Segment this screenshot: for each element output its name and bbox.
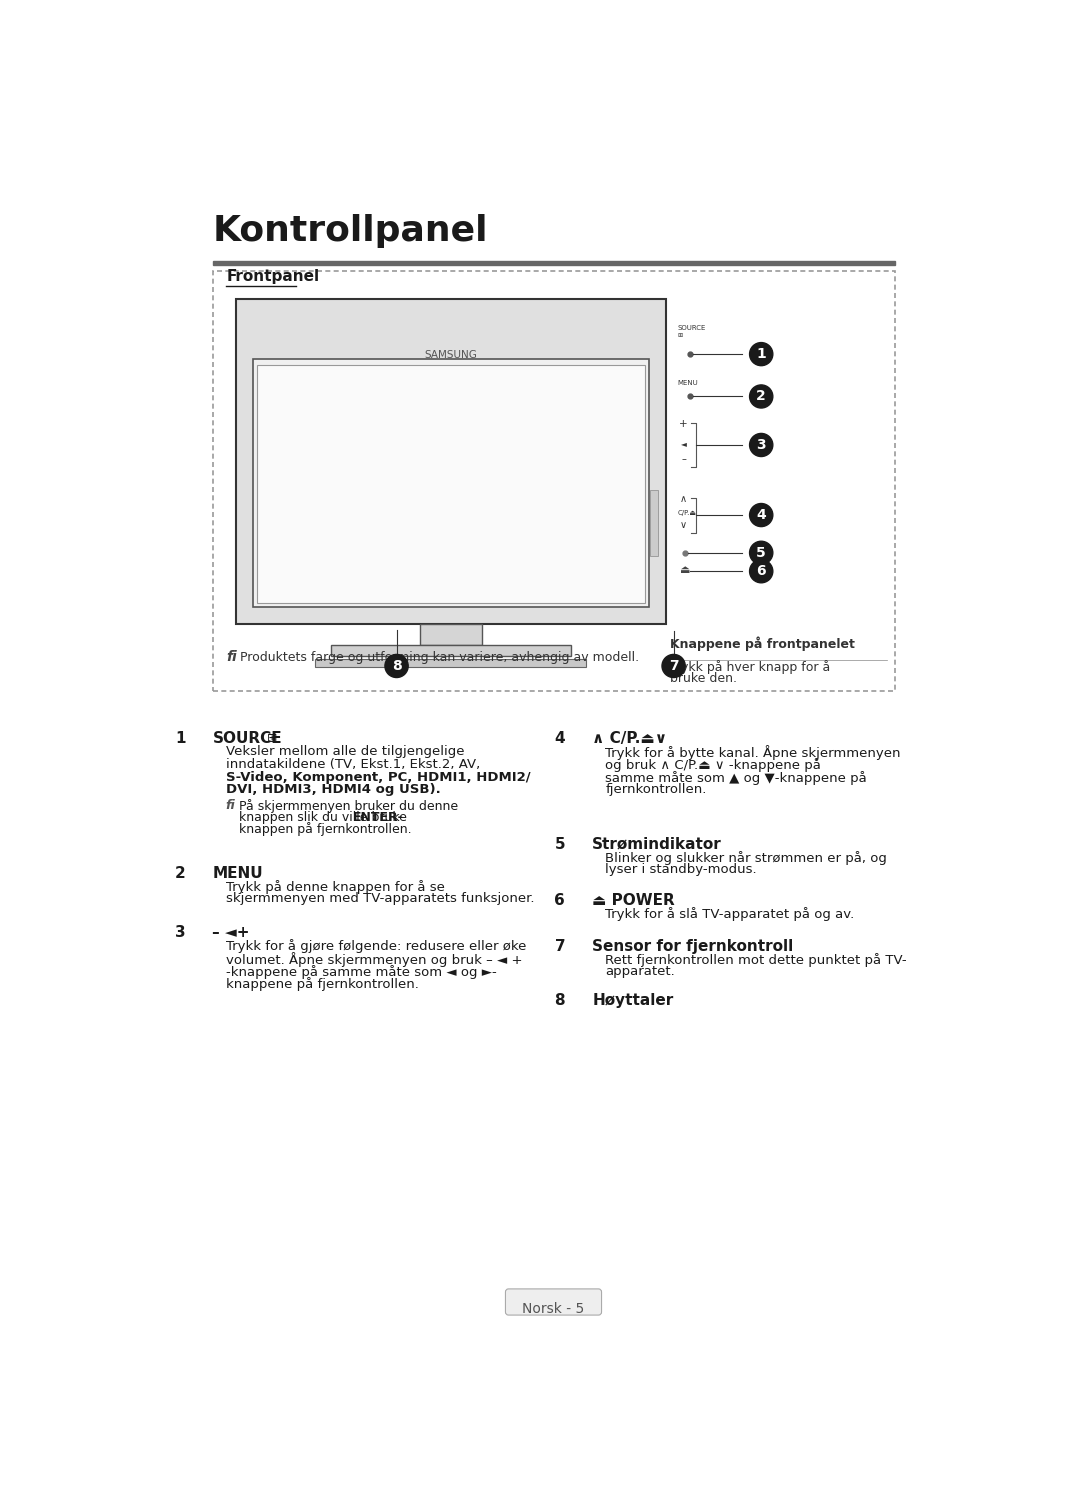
Text: SAMSUNG: SAMSUNG [424,350,477,360]
Text: ENTER-: ENTER- [353,811,404,824]
Text: 8: 8 [392,659,402,673]
Text: 4: 4 [554,732,565,747]
Bar [650,491,658,557]
Text: Norsk - 5: Norsk - 5 [523,1302,584,1315]
Circle shape [384,655,408,677]
Text: SOURCE: SOURCE [677,324,706,330]
Text: 2: 2 [756,390,766,403]
Circle shape [750,559,773,583]
Text: knappene på fjernkontrollen.: knappene på fjernkontrollen. [226,978,419,991]
Circle shape [750,433,773,457]
Text: Veksler mellom alle de tilgjengelige: Veksler mellom alle de tilgjengelige [226,745,464,759]
Text: og bruk ∧ C/P.⏏ ∨ -knappene på: og bruk ∧ C/P.⏏ ∨ -knappene på [606,757,821,772]
Text: På skjermmenyen bruker du denne: På skjermmenyen bruker du denne [239,799,458,812]
Bar [213,260,894,265]
Text: 2: 2 [175,866,186,881]
Text: Blinker og slukker når strømmen er på, og: Blinker og slukker når strømmen er på, o… [606,851,888,865]
Text: 8: 8 [554,992,565,1009]
Text: 3: 3 [756,437,766,452]
Text: Trykk på hver knapp for å: Trykk på hver knapp for å [670,661,831,674]
Text: +: + [679,420,688,429]
Bar [330,646,571,656]
Text: Produktets farge og utforming kan variere, avhengig av modell.: Produktets farge og utforming kan varier… [241,650,639,664]
Text: 4: 4 [756,507,766,522]
Text: volumet. Åpne skjermmenyen og bruk – ◄ +: volumet. Åpne skjermmenyen og bruk – ◄ + [226,952,522,967]
Text: DVI, HDMI3, HDMI4 og USB).: DVI, HDMI3, HDMI4 og USB). [226,783,441,796]
Text: ⏏: ⏏ [679,565,690,574]
Text: Trykk for å bytte kanal. Åpne skjermmenyen: Trykk for å bytte kanal. Åpne skjermmeny… [606,745,901,760]
Circle shape [750,542,773,564]
Text: apparatet.: apparatet. [606,966,675,979]
Text: -knappene på samme måte som ◄ og ►-: -knappene på samme måte som ◄ og ►- [226,964,497,979]
Text: –: – [681,454,686,464]
Text: ∧: ∧ [680,494,687,504]
Text: ⊞: ⊞ [267,732,278,745]
Text: fjernkontrollen.: fjernkontrollen. [606,783,706,796]
Text: ∨: ∨ [680,521,687,530]
Text: 5: 5 [554,836,565,853]
Text: 6: 6 [756,564,766,579]
Circle shape [662,655,685,677]
FancyBboxPatch shape [235,299,666,623]
Text: Kontrollpanel: Kontrollpanel [213,214,488,248]
Text: Trykk for å slå TV-apparatet på og av.: Trykk for å slå TV-apparatet på og av. [606,908,854,921]
Text: 7: 7 [554,939,565,954]
Text: inndatakildene (TV, Ekst.1, Ekst.2, AV,: inndatakildene (TV, Ekst.1, Ekst.2, AV, [226,757,480,771]
Text: fi: fi [227,650,238,664]
Text: Frontpanel: Frontpanel [227,269,320,284]
Text: 1: 1 [756,347,766,362]
Text: C/P.⏏: C/P.⏏ [677,510,697,516]
Text: knappen slik du ville bruke: knappen slik du ville bruke [239,811,410,824]
Text: samme måte som ▲ og ▼-knappene på: samme måte som ▲ og ▼-knappene på [606,771,867,784]
Text: S-Video, Komponent, PC, HDMI1, HDMI2/: S-Video, Komponent, PC, HDMI1, HDMI2/ [226,771,530,784]
Text: 5: 5 [756,546,766,559]
FancyBboxPatch shape [213,271,894,690]
Text: MENU: MENU [677,381,699,387]
Text: Rett fjernkontrollen mot dette punktet på TV-: Rett fjernkontrollen mot dette punktet p… [606,954,907,967]
Text: Trykk på denne knappen for å se: Trykk på denne knappen for å se [226,879,445,894]
Text: MENU: MENU [213,866,264,881]
Text: Strømindikator: Strømindikator [592,836,723,853]
Text: ◄: ◄ [680,439,687,448]
Bar [253,359,649,607]
FancyBboxPatch shape [505,1289,602,1315]
Text: Knappene på frontpanelet: Knappene på frontpanelet [670,637,854,652]
Text: Trykk for å gjøre følgende: redusere eller øke: Trykk for å gjøre følgende: redusere ell… [226,939,526,954]
Text: 6: 6 [554,893,565,908]
Text: 1: 1 [175,732,186,747]
Text: Sensor for fjernkontroll: Sensor for fjernkontroll [592,939,794,954]
Circle shape [750,503,773,527]
Text: bruke den.: bruke den. [670,673,737,684]
Text: – ◄+: – ◄+ [213,926,249,940]
Bar [257,365,645,603]
Text: ∧ C/P.⏏∨: ∧ C/P.⏏∨ [592,732,667,747]
Bar [315,659,586,667]
Text: Høyttaler: Høyttaler [592,992,674,1009]
Circle shape [750,342,773,366]
Text: 3: 3 [175,926,186,940]
Circle shape [750,385,773,408]
Text: lyser i standby-modus.: lyser i standby-modus. [606,863,757,876]
Text: ⏏ POWER: ⏏ POWER [592,893,675,908]
Text: knappen på fjernkontrollen.: knappen på fjernkontrollen. [239,823,411,836]
Bar [420,623,482,646]
Text: fi: fi [226,799,235,812]
Text: ⊞: ⊞ [677,333,683,338]
Text: 7: 7 [669,659,678,673]
Text: SOURCE: SOURCE [213,732,282,747]
Text: skjermmenyen med TV-apparatets funksjoner.: skjermmenyen med TV-apparatets funksjone… [226,893,535,905]
